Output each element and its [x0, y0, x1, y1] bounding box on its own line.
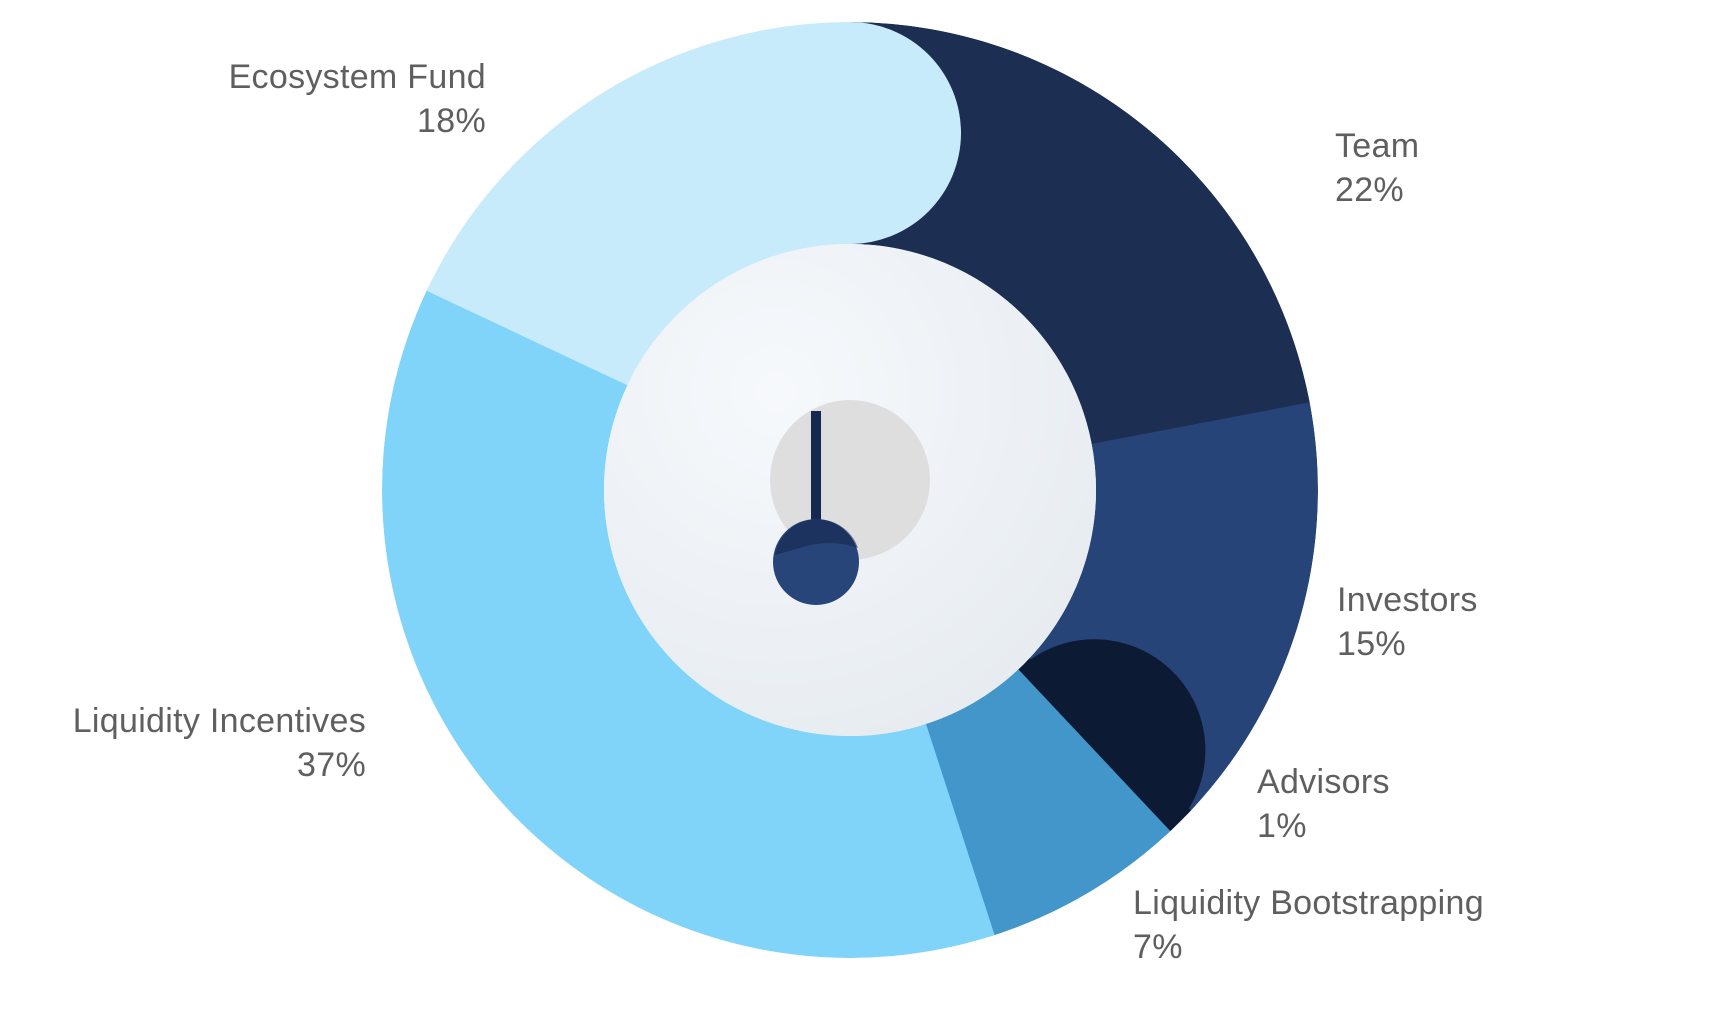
label-ecosystem-fund: Ecosystem Fund [229, 58, 486, 96]
value-liquidity-incentives: 37% [297, 746, 366, 784]
value-ecosystem-fund: 18% [417, 102, 486, 140]
slice-liquidity-incentives [382, 290, 995, 958]
value-liquidity-bootstrapping: 7% [1133, 928, 1183, 966]
label-investors: Investors [1337, 581, 1478, 619]
label-advisors: Advisors [1257, 763, 1390, 801]
dial-needle [811, 411, 821, 561]
slice-cap-ecosystem-fund [739, 22, 961, 244]
label-liquidity-incentives: Liquidity Incentives [73, 702, 366, 740]
labels-group: Team 22% Investors 15% Advisors 1% Liquidity B… [73, 58, 1484, 966]
label-liquidity-bootstrapping: Liquidity Bootstrapping [1133, 884, 1484, 922]
value-investors: 15% [1337, 625, 1406, 663]
label-team: Team [1335, 127, 1419, 165]
value-advisors: 1% [1257, 807, 1307, 845]
dial-knob-shade [775, 519, 858, 555]
value-team: 22% [1335, 171, 1404, 209]
center-dial-group [604, 244, 1096, 736]
slices-group [382, 22, 1318, 958]
